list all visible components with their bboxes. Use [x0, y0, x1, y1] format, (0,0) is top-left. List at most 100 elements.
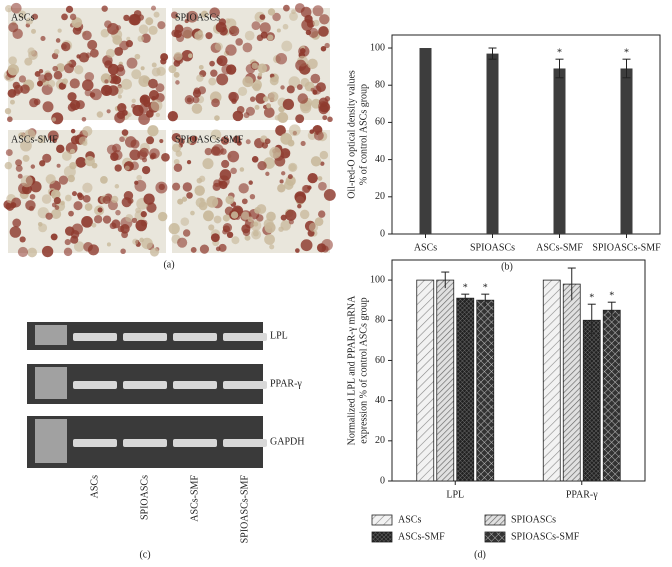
bar: [562, 283, 581, 482]
cell: [69, 148, 76, 154]
cell: [254, 207, 261, 214]
cell: [82, 30, 92, 41]
cell: [53, 197, 61, 205]
y-tick-label: 20: [375, 191, 385, 202]
cell: [306, 19, 315, 28]
cell: [31, 13, 39, 20]
cell: [13, 89, 21, 96]
cell: [160, 58, 167, 65]
cell: [112, 76, 118, 82]
cell: [264, 222, 276, 234]
cell: [245, 139, 251, 145]
cell: [78, 136, 88, 145]
cell: [310, 73, 321, 84]
cell: [181, 49, 194, 62]
cell: [288, 124, 301, 137]
cell: [247, 216, 254, 223]
cell: [225, 44, 237, 56]
cell: [136, 174, 143, 181]
cell: [61, 151, 72, 161]
cell: [64, 194, 72, 202]
cell: [65, 5, 74, 13]
bar: [416, 279, 435, 482]
cell: [45, 174, 56, 185]
cell: [257, 160, 267, 171]
cell: [155, 83, 165, 93]
bar: [476, 299, 495, 482]
cell: [81, 117, 87, 122]
cell: [280, 85, 285, 90]
cell: [316, 243, 327, 253]
cell: [243, 112, 250, 119]
cell: [107, 63, 119, 75]
cell: [221, 159, 230, 169]
cell: [70, 135, 80, 145]
cell: [191, 135, 198, 142]
bar: [602, 309, 621, 482]
cell: [278, 105, 285, 113]
cell: [216, 73, 229, 86]
cell: [256, 34, 264, 42]
cell: [269, 146, 282, 159]
cell: [192, 96, 200, 104]
cell: [141, 165, 151, 175]
cell: [238, 183, 249, 194]
cell: [97, 207, 103, 213]
cell: [194, 31, 204, 41]
cell: [206, 195, 219, 208]
cell: [150, 5, 157, 11]
cell: [20, 139, 32, 152]
cell: [297, 203, 302, 209]
cell: [41, 245, 54, 258]
cell: [28, 205, 35, 212]
y-tick-label: 100: [370, 274, 385, 285]
plot-frame: [391, 34, 661, 235]
cell: [167, 111, 179, 122]
cell: [111, 195, 119, 203]
cell: [40, 35, 46, 42]
cell: [29, 193, 36, 200]
cell: [281, 40, 293, 52]
cell: [17, 173, 23, 179]
cell: [327, 116, 333, 123]
cell: [267, 34, 274, 41]
cell: [237, 86, 248, 96]
cell: [294, 3, 305, 13]
cell: [63, 63, 75, 74]
cell: [147, 125, 159, 137]
cell: [186, 192, 193, 199]
cell: [323, 188, 336, 201]
cell: [184, 94, 195, 105]
cell: [312, 89, 318, 95]
cell: [192, 89, 202, 98]
cell: [198, 175, 206, 182]
cell: [251, 155, 259, 163]
cell: [102, 215, 112, 224]
cell: [100, 176, 108, 184]
y-tick-label: 40: [375, 154, 385, 165]
cell: [216, 55, 228, 67]
cell: [107, 22, 119, 35]
gel-band: [73, 381, 117, 389]
gel-band: [173, 439, 217, 447]
cell: [295, 248, 300, 253]
cell: [133, 10, 142, 18]
cell: [9, 226, 22, 238]
cell: [126, 57, 138, 69]
cell: [65, 226, 75, 236]
cell: [143, 193, 155, 205]
cell: [141, 237, 153, 250]
cell: [126, 36, 131, 41]
cell: [70, 235, 79, 244]
cell: [157, 211, 168, 222]
cell: [231, 236, 240, 245]
gel-lane-label: SPIOASCs: [139, 475, 150, 520]
cell: [258, 72, 263, 77]
cell: [225, 195, 235, 205]
cell: [191, 103, 203, 114]
cell: [205, 32, 213, 40]
y-tick-label: 60: [375, 117, 385, 128]
cell: [272, 12, 281, 22]
cell: [121, 197, 132, 208]
